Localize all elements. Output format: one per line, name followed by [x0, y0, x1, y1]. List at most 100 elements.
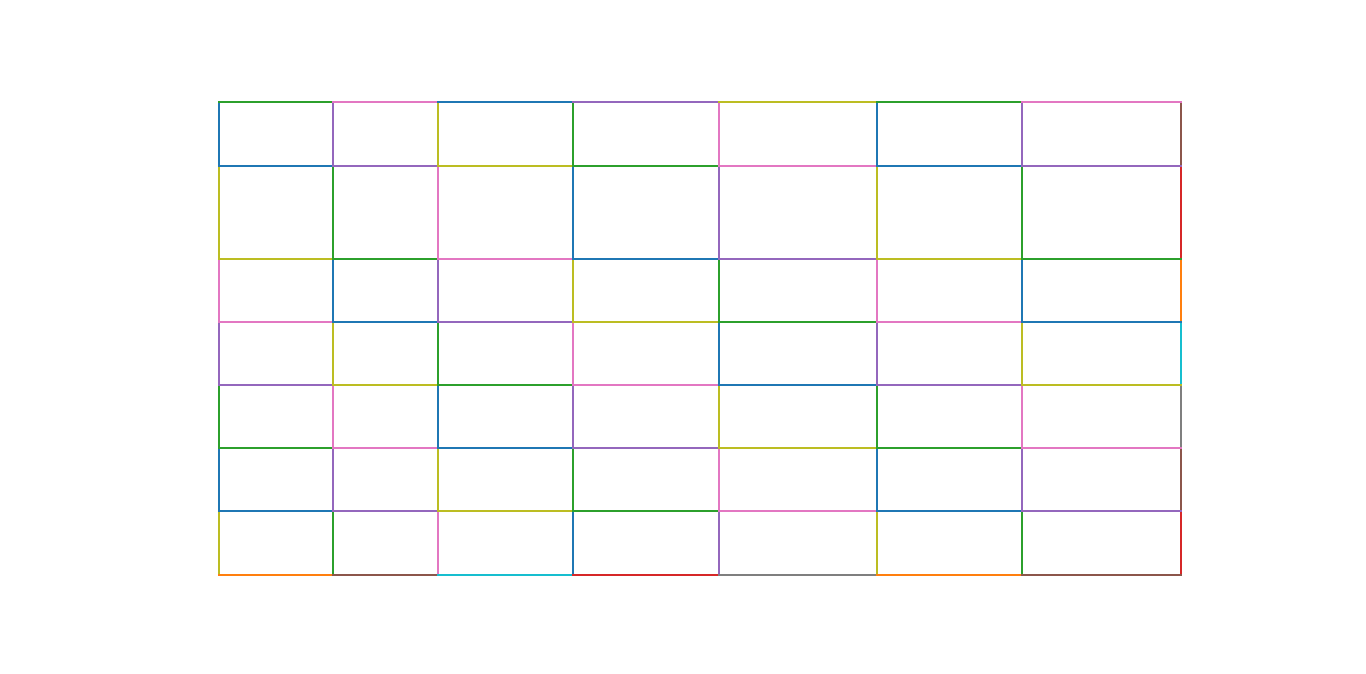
- grid-h-segment: [218, 384, 334, 386]
- grid-h-segment: [572, 165, 720, 167]
- grid-v-segment: [1180, 321, 1182, 386]
- grid-v-segment: [572, 321, 574, 386]
- grid-v-segment: [572, 384, 574, 449]
- grid-h-segment: [437, 447, 574, 449]
- grid-v-segment: [718, 321, 720, 386]
- grid-v-segment: [876, 384, 878, 449]
- grid-v-segment: [437, 510, 439, 576]
- grid-h-segment: [572, 384, 720, 386]
- grid-v-segment: [572, 165, 574, 260]
- grid-v-segment: [1180, 447, 1182, 512]
- grid-v-segment: [876, 101, 878, 167]
- grid-h-segment: [1021, 165, 1182, 167]
- grid-v-segment: [437, 384, 439, 449]
- grid-v-segment: [1021, 321, 1023, 386]
- grid-h-segment: [572, 574, 720, 576]
- grid-h-segment: [332, 258, 439, 260]
- grid-v-segment: [218, 447, 220, 512]
- grid-h-segment: [718, 384, 878, 386]
- grid-h-segment: [437, 510, 574, 512]
- grid-v-segment: [718, 101, 720, 167]
- grid-h-segment: [876, 321, 1023, 323]
- grid-h-segment: [332, 447, 439, 449]
- grid-v-segment: [718, 384, 720, 449]
- grid-h-segment: [1021, 384, 1182, 386]
- grid-h-segment: [876, 384, 1023, 386]
- grid-h-segment: [876, 510, 1023, 512]
- grid-h-segment: [718, 574, 878, 576]
- grid-v-segment: [332, 321, 334, 386]
- grid-v-segment: [218, 258, 220, 323]
- grid-h-segment: [876, 574, 1023, 576]
- grid-v-segment: [437, 165, 439, 260]
- grid-v-segment: [876, 510, 878, 576]
- grid-v-segment: [1180, 258, 1182, 323]
- grid-h-segment: [572, 510, 720, 512]
- grid-v-segment: [1180, 384, 1182, 449]
- grid-h-segment: [572, 447, 720, 449]
- grid-v-segment: [876, 321, 878, 386]
- grid-h-segment: [718, 321, 878, 323]
- grid-v-segment: [572, 101, 574, 167]
- grid-v-segment: [332, 384, 334, 449]
- grid-h-segment: [437, 574, 574, 576]
- grid-v-segment: [876, 447, 878, 512]
- grid-v-segment: [572, 447, 574, 512]
- grid-h-segment: [1021, 258, 1182, 260]
- grid-v-segment: [1180, 165, 1182, 260]
- grid-v-segment: [1021, 510, 1023, 576]
- grid-h-segment: [1021, 574, 1182, 576]
- grid-v-segment: [218, 101, 220, 167]
- grid-v-segment: [718, 447, 720, 512]
- grid-v-segment: [218, 384, 220, 449]
- grid-h-segment: [218, 258, 334, 260]
- grid-h-segment: [437, 101, 574, 103]
- grid-v-segment: [1180, 510, 1182, 576]
- grid-h-segment: [332, 101, 439, 103]
- grid-v-segment: [1021, 384, 1023, 449]
- grid-v-segment: [876, 165, 878, 260]
- grid-h-segment: [718, 165, 878, 167]
- grid-h-segment: [876, 258, 1023, 260]
- grid-v-segment: [876, 258, 878, 323]
- grid-h-segment: [876, 165, 1023, 167]
- grid-h-segment: [332, 510, 439, 512]
- grid-h-segment: [218, 510, 334, 512]
- grid-v-segment: [332, 101, 334, 167]
- grid-v-segment: [332, 510, 334, 576]
- grid-v-segment: [218, 321, 220, 386]
- grid-v-segment: [1021, 165, 1023, 260]
- grid-v-segment: [332, 258, 334, 323]
- grid-v-segment: [218, 510, 220, 576]
- grid-v-segment: [1180, 101, 1182, 167]
- grid-h-segment: [718, 101, 878, 103]
- grid-h-segment: [437, 321, 574, 323]
- grid-h-segment: [332, 574, 439, 576]
- grid-v-segment: [332, 165, 334, 260]
- grid-v-segment: [437, 321, 439, 386]
- grid-h-segment: [1021, 447, 1182, 449]
- grid-v-segment: [218, 165, 220, 260]
- grid-h-segment: [437, 165, 574, 167]
- grid-v-segment: [718, 258, 720, 323]
- grid-v-segment: [437, 447, 439, 512]
- grid-h-segment: [218, 165, 334, 167]
- grid-h-segment: [332, 165, 439, 167]
- grid-v-segment: [718, 165, 720, 260]
- grid-h-segment: [1021, 321, 1182, 323]
- grid-h-segment: [437, 258, 574, 260]
- grid-h-segment: [218, 321, 334, 323]
- grid-h-segment: [718, 258, 878, 260]
- grid-h-segment: [1021, 101, 1182, 103]
- grid-v-segment: [437, 101, 439, 167]
- grid-h-segment: [876, 447, 1023, 449]
- grid-v-segment: [1021, 258, 1023, 323]
- grid-h-segment: [572, 101, 720, 103]
- grid-v-segment: [1021, 447, 1023, 512]
- grid-h-segment: [332, 384, 439, 386]
- grid-v-segment: [572, 510, 574, 576]
- grid-v-segment: [332, 447, 334, 512]
- grid-h-segment: [572, 258, 720, 260]
